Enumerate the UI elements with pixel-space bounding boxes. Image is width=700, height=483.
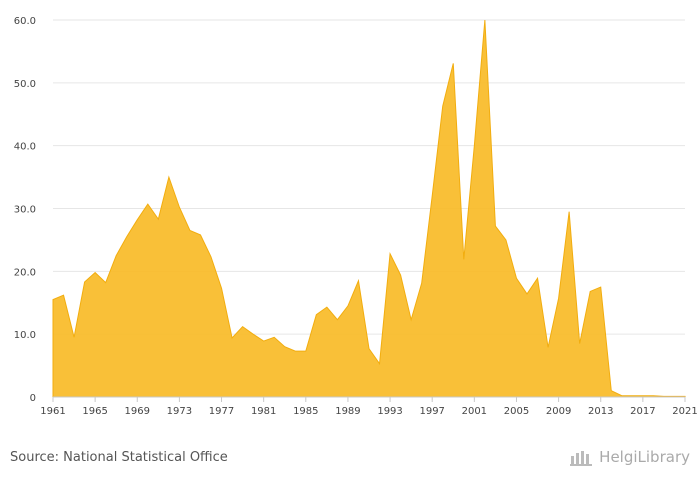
- y-tick-label: 10.0: [14, 330, 36, 341]
- area-chart: 010.020.030.040.050.060.0 1961 1965 1969 19…: [14, 16, 698, 417]
- x-tick-label: 1993: [377, 406, 402, 417]
- x-tick-label: 1973: [167, 406, 192, 417]
- area-series: [52, 19, 686, 398]
- y-tick-label: 50.0: [14, 79, 36, 90]
- x-axis-ticks: 1961 1965 1969 1973 1977 1981 1985 1989 1993 1997…: [40, 397, 698, 417]
- x-tick-label: 2021: [672, 406, 697, 417]
- brand-logo[interactable]: HelgiLibrary: [569, 448, 690, 466]
- x-tick-label: 1961: [40, 406, 65, 417]
- source-note: Source: National Statistical Office: [10, 450, 228, 465]
- x-tick-label: 1997: [419, 406, 444, 417]
- x-tick-label: 2001: [462, 406, 487, 417]
- y-tick-label: 0: [30, 393, 36, 404]
- y-tick-label: 60.0: [14, 16, 36, 27]
- y-tick-label: 40.0: [14, 142, 36, 153]
- x-tick-label: 1985: [293, 406, 318, 417]
- x-tick-label: 1989: [335, 406, 360, 417]
- x-tick-label: 2013: [588, 406, 613, 417]
- library-icon: [570, 451, 593, 466]
- y-tick-label: 20.0: [14, 267, 36, 278]
- x-tick-label: 1965: [82, 406, 107, 417]
- x-tick-label: 1977: [209, 406, 234, 417]
- x-tick-label: 2009: [546, 406, 571, 417]
- y-axis-ticks: 0 10.0 20.0 30.0 40.0 50.0 60.0: [14, 16, 36, 404]
- brand-name: HelgiLibrary: [599, 448, 690, 466]
- x-tick-label: 1969: [125, 406, 150, 417]
- x-tick-label: 2005: [504, 406, 529, 417]
- y-tick-label: 30.0: [14, 205, 36, 216]
- x-tick-label: 1981: [251, 406, 276, 417]
- x-tick-label: 2017: [630, 406, 655, 417]
